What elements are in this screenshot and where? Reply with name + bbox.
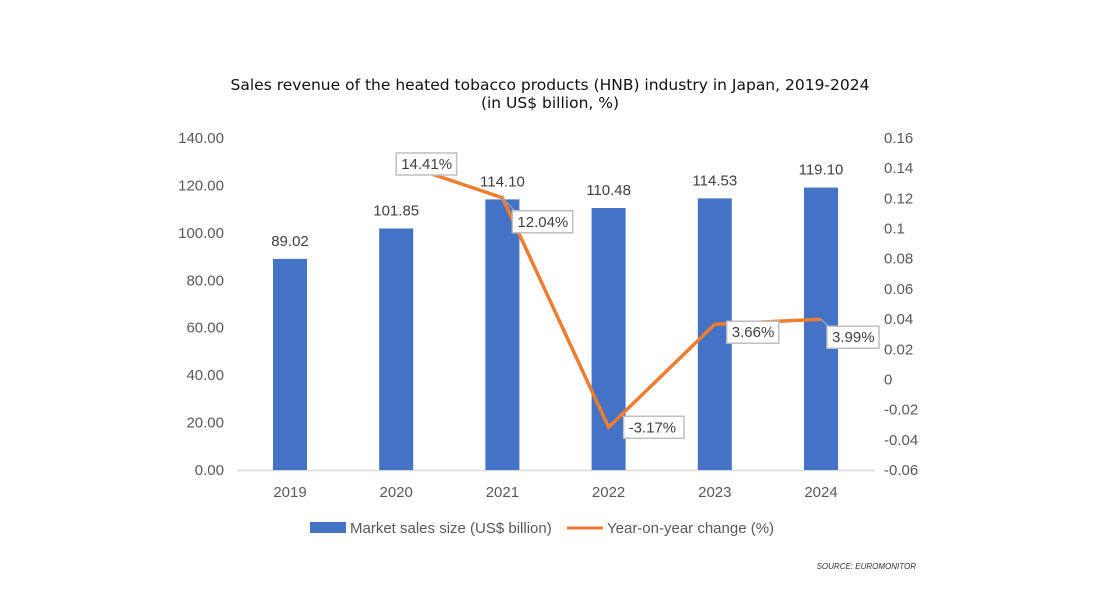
left-tick-label: 60.00 (186, 320, 224, 337)
bar-2022 (591, 208, 626, 470)
bar-value-label: 110.48 (586, 182, 631, 199)
x-tick-label: 2020 (380, 484, 413, 501)
line-label-box (826, 325, 880, 349)
bar-labels: 89.02 101.85 114.10 110.48 114.53 119.10 (271, 162, 843, 250)
x-tick-label: 2024 (804, 484, 837, 501)
right-tick-label: 0.06 (884, 281, 913, 298)
bar-value-label: 114.10 (480, 173, 525, 190)
line-value-label: 3.99% (832, 329, 875, 346)
x-tick-label: 2022 (592, 484, 625, 501)
line-label-box (726, 320, 780, 344)
source-note: SOURCE: EUROMONITOR (817, 562, 917, 571)
right-tick-label: 0.16 (884, 130, 913, 147)
bar-value-label: 114.53 (692, 172, 737, 189)
left-tick-label: 40.00 (186, 367, 224, 384)
x-tick-label: 2023 (698, 484, 731, 501)
right-tick-label: -0.04 (884, 432, 918, 449)
bar-value-label: 101.85 (373, 202, 419, 219)
legend-swatch-bar (310, 522, 346, 533)
line-label-box (511, 210, 574, 234)
left-tick-label: 80.00 (186, 272, 224, 289)
x-tick-label: 2021 (486, 484, 519, 501)
right-tick-label: 0.08 (884, 251, 913, 268)
line-labels: 14.41% 12.04% -3.17% 3.66% 3.99% (395, 152, 880, 440)
left-axis: 0.00 20.00 40.00 60.00 80.00 100.00 120.00 140.… (178, 130, 224, 479)
bar-value-label: 119.10 (799, 162, 844, 179)
line-value-label: 14.41% (401, 156, 452, 173)
legend: Market sales size (US$ billion) Year-on-… (310, 520, 774, 537)
right-axis: -0.06 -0.04 -0.02 0 0.02 0.04 0.06 0.08 0.1 0.12 0… (884, 130, 918, 479)
right-tick-label: 0.12 (884, 190, 913, 207)
right-tick-label: 0.02 (884, 341, 913, 358)
chart-title: Sales revenue of the heated tobacco prod… (231, 76, 870, 94)
right-tick-label: -0.06 (884, 462, 918, 479)
right-tick-label: 0 (884, 371, 892, 388)
bar-2019 (273, 258, 307, 470)
line-value-label: 3.66% (732, 324, 775, 341)
left-tick-label: 140.00 (178, 130, 224, 147)
line-value-label: 12.04% (517, 214, 568, 231)
legend-label-bar: Market sales size (US$ billion) (350, 520, 552, 537)
x-axis: 2019 2020 2021 2022 2023 2024 (273, 484, 837, 501)
bar-value-label: 89.02 (271, 233, 309, 250)
left-tick-label: 20.00 (186, 415, 224, 432)
x-tick-label: 2019 (273, 484, 306, 501)
chart-subtitle: (in US$ billion, %) (481, 94, 619, 112)
left-tick-label: 120.00 (178, 177, 224, 194)
right-tick-label: 0.1 (884, 221, 905, 238)
right-tick-label: 0.04 (884, 311, 913, 328)
bar-2021 (485, 199, 520, 471)
bar-2020 (379, 228, 414, 470)
left-tick-label: 0.00 (195, 462, 224, 479)
line-value-label: -3.17% (629, 419, 677, 436)
left-tick-label: 100.00 (178, 225, 224, 242)
right-tick-label: 0.14 (884, 160, 913, 177)
line-label-box (395, 152, 458, 176)
legend-label-line: Year-on-year change (%) (607, 520, 774, 537)
right-tick-label: -0.02 (884, 402, 918, 419)
line-label-box (622, 415, 685, 440)
